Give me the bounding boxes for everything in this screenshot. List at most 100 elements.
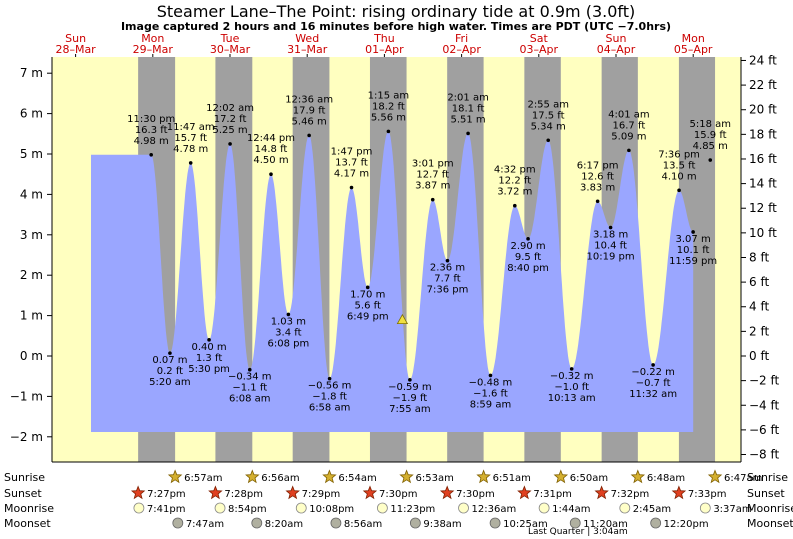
tide-point (677, 188, 681, 193)
tide-label: 11:30 pm (127, 114, 175, 125)
tide-label: 7.7 ft (434, 274, 460, 285)
tide-point (228, 142, 232, 146)
y-left-tick-label: 0 m (20, 349, 43, 363)
tide-label: −1.6 ft (473, 388, 508, 399)
sunset-time: 7:28pm (224, 489, 263, 500)
chart-subtitle: Image captured 2 hours and 16 minutes be… (121, 20, 671, 33)
moonset-icon (569, 517, 581, 529)
sunset-icon (362, 485, 378, 500)
tide-label: 1.3 ft (196, 353, 222, 364)
moonrise-time: 3:37am (713, 504, 751, 515)
day-weekday-label: Sat (530, 32, 549, 45)
tide-label: 12:36 am (285, 94, 333, 105)
tide-point (188, 161, 193, 165)
y-right-tick-label: 6 ft (749, 275, 769, 289)
tide-label: −1.1 ft (232, 383, 267, 394)
tide-label: 1.70 m (350, 289, 385, 300)
tide-label: 8:40 pm (507, 263, 549, 274)
tide-point (466, 131, 470, 136)
tide-point (386, 129, 391, 134)
sunset-time: 7:33pm (688, 489, 727, 500)
tide-point (546, 138, 551, 143)
moonrise-icon (214, 502, 226, 514)
y-right-tick-label: 24 ft (749, 53, 777, 67)
tide-label: 12:44 pm (247, 133, 295, 144)
sunset-icon (208, 485, 223, 500)
sunrise-time: 6:54am (338, 473, 376, 484)
y-right-tick-label: 8 ft (749, 250, 769, 264)
day-weekday-label: Thu (373, 32, 395, 45)
tide-point (269, 172, 273, 176)
moonset-icon (172, 517, 184, 529)
tide-label: 5.25 m (212, 125, 247, 136)
y-left-tick-label: 1 m (20, 309, 43, 323)
tide-label: −0.7 ft (636, 378, 671, 389)
day-weekday-label: Wed (295, 32, 319, 45)
sunrise-time: 6:48am (647, 473, 685, 484)
tide-label: 6:58 am (309, 403, 351, 414)
astro-row-label-left: Sunset (4, 487, 42, 500)
sunrise-icon (399, 469, 414, 484)
sunset-time: 7:30pm (456, 489, 495, 500)
tide-label: 2.36 m (430, 263, 465, 274)
tide-label: 15.9 ft (694, 130, 727, 141)
tide-label: 5.56 m (371, 112, 406, 123)
tide-label: 2:55 am (527, 99, 569, 110)
tide-label: −0.59 m (388, 382, 432, 393)
tide-label: 5.46 m (292, 116, 327, 127)
tide-point (569, 367, 574, 371)
sunset-icon (517, 485, 532, 500)
tide-label: 12.6 ft (581, 171, 614, 182)
tide-point (365, 285, 370, 290)
tide-label: 12.7 ft (416, 170, 449, 181)
tide-point (168, 351, 172, 355)
day-date-label: 28–Mar (55, 43, 96, 56)
sunrise-icon (630, 469, 646, 484)
astro-row-label-left: Moonrise (4, 502, 54, 515)
tide-label: 5.09 m (611, 131, 646, 142)
sunset-icon (594, 485, 609, 500)
tide-label: 4.10 m (661, 171, 696, 182)
tide-label: 5:20 am (149, 377, 191, 388)
tide-label: 0.07 m (152, 355, 187, 366)
day-weekday-label: Mon (682, 32, 705, 45)
tide-label: 5.34 m (531, 121, 566, 132)
tide-label: 2.90 m (510, 241, 545, 252)
tide-label: 7:36 pm (658, 149, 700, 160)
tide-label: −1.9 ft (393, 393, 428, 404)
y-right-tick-label: 4 ft (749, 300, 769, 314)
tide-label: 0.2 ft (157, 366, 183, 377)
tide-label: 15.7 ft (174, 133, 207, 144)
day-weekday-label: Mon (141, 32, 164, 45)
astro-row-label-right: Sunrise (747, 471, 788, 484)
tide-point (595, 199, 600, 204)
tide-label: 4.85 m (693, 141, 728, 152)
moonset-time: 8:20am (265, 519, 303, 530)
moonset-time: 12:20pm (664, 519, 709, 530)
tide-label: 7:36 pm (427, 285, 469, 296)
tide-label: 3.83 m (580, 182, 615, 193)
tide-label: 12.2 ft (498, 176, 531, 187)
tide-label: 4:01 am (608, 109, 650, 120)
sunset-icon (671, 485, 687, 500)
moonset-time: 9:38am (423, 519, 461, 530)
tide-point (627, 148, 631, 153)
tide-label: 4.98 m (134, 136, 169, 147)
tide-label: 12:02 am (206, 103, 254, 114)
y-left-tick-label: 6 m (20, 107, 43, 121)
tide-label: 2:01 am (447, 92, 489, 103)
moon-phase-label: Last Quarter | 3:04am (528, 527, 628, 537)
day-date-label: 05–Apr (674, 43, 713, 56)
tide-label: 11:59 pm (669, 256, 717, 267)
tide-label: −0.32 m (550, 371, 594, 382)
day-date-label: 29–Mar (133, 43, 174, 56)
tide-label: 3.72 m (497, 187, 532, 198)
tide-label: 4.78 m (173, 144, 208, 155)
tide-point (307, 133, 311, 138)
y-right-tick-label: −4 ft (749, 398, 780, 412)
y-right-tick-label: 0 ft (749, 349, 769, 363)
tide-point (327, 376, 332, 381)
tide-label: 18.1 ft (452, 103, 485, 114)
